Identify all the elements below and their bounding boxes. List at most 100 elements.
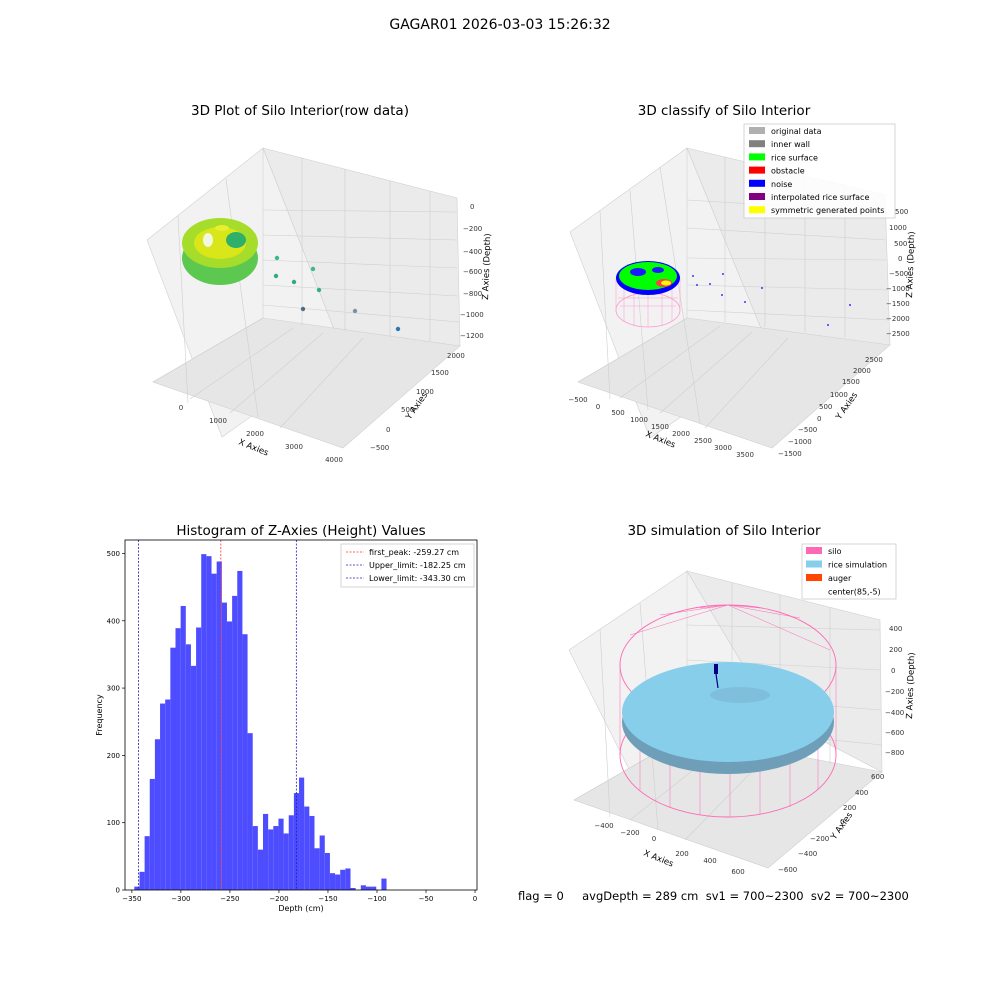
p2-ztick: −1500 [886, 300, 910, 308]
p1-ytick: 2000 [447, 352, 465, 360]
legend-label: symmetric generated points [771, 206, 884, 215]
p2-ztick: −2500 [886, 330, 910, 338]
histogram-bar [278, 818, 284, 890]
histogram-bar [319, 835, 325, 890]
histogram-ytick-label: 200 [107, 752, 120, 760]
panel1-gridlines [152, 148, 460, 429]
panel4-rice-simulation [622, 662, 834, 774]
histogram-bar [221, 602, 227, 890]
histogram-bar [314, 848, 320, 890]
p1-ytick: 500 [401, 406, 414, 414]
histogram-bar [268, 829, 274, 890]
histogram-ylabel: Frequency [95, 694, 104, 736]
panel3-histogram: −350 −300 −250 −200 −150 −100 −50 0 0 100 200 300 4… [95, 539, 478, 913]
histogram-reference-lines [138, 540, 297, 890]
p2-ztick: 500 [895, 208, 908, 216]
p2-ytick: −1500 [778, 450, 802, 458]
histogram-ytick-label: 0 [116, 887, 120, 895]
histogram-xtick-label: −100 [367, 895, 386, 903]
histogram-bar [165, 699, 171, 890]
p1-xtick: 2000 [246, 430, 264, 438]
histogram-xtick-label: 0 [473, 895, 477, 903]
hist-legend-box [340, 543, 475, 588]
p1-ztick: −600 [463, 268, 482, 276]
p2-ztick: −500 [889, 270, 908, 278]
p1-zlabel: Z Axies (Depth) [481, 233, 493, 300]
panel4-legend: silo rice simulation auger center(85,-5) [801, 543, 897, 600]
p2-xtick: 1000 [630, 416, 648, 424]
histogram-bar [252, 826, 258, 890]
p1-ytick: 1500 [431, 369, 449, 377]
p2-xtick: 3500 [736, 451, 754, 459]
p2-xtick: 3000 [714, 444, 732, 452]
p1-xtick: 3000 [285, 443, 303, 451]
histogram-bar [232, 595, 238, 890]
legend-label: noise [771, 180, 792, 189]
histogram-bar [381, 878, 387, 890]
p4-xtick: −400 [594, 822, 613, 830]
histogram-bar [196, 627, 202, 890]
histogram-bar [324, 852, 330, 890]
p1-point [273, 273, 279, 279]
p2-legend-box [743, 123, 896, 219]
figure-title: GAGAR01 2026-03-03 15:26:32 [389, 17, 611, 33]
histogram-ytick-label: 400 [107, 617, 120, 625]
histogram-bar [365, 886, 372, 890]
histogram-bar [263, 813, 269, 890]
p1-point [395, 326, 401, 332]
p2-noise-point [692, 275, 694, 277]
histogram-y-ticks: 0 100 200 300 400 500 [107, 550, 125, 895]
p2-ztick: −1000 [886, 285, 910, 293]
histogram-bar [226, 621, 233, 890]
legend-label: rice simulation [828, 561, 887, 570]
p4-ytick: −400 [798, 850, 817, 858]
p1-point [316, 287, 322, 293]
p4-ztick: −600 [885, 729, 904, 737]
histogram-bar [170, 647, 176, 890]
p4-ytick: 400 [855, 789, 868, 797]
histogram-bar [134, 886, 140, 890]
histogram-bar [335, 874, 341, 890]
p2-ytick: −500 [798, 426, 817, 434]
p4-ztick: 200 [889, 646, 902, 654]
panel4-tick-labels: −400 −200 0 200 400 600 −600 −400 −200 0… [594, 625, 904, 876]
p2-noise-point [721, 294, 723, 296]
p2-ztick: 0 [898, 255, 902, 263]
legend-swatch [749, 153, 765, 161]
histogram-xtick-label: −350 [122, 895, 141, 903]
panel1-rice-surface [182, 218, 258, 285]
histogram-bar [139, 871, 145, 890]
p4-ytick: 0 [840, 818, 844, 826]
p2-noise-point [849, 304, 851, 306]
histogram-bar [206, 556, 212, 890]
legend-swatch [806, 547, 822, 554]
histogram-ytick-label: 300 [107, 685, 120, 693]
panel2-classified-surface [616, 261, 680, 295]
panel4-auger [714, 664, 719, 689]
p2-noise-point [761, 287, 763, 289]
p2-ytick: 1000 [830, 391, 848, 399]
legend-swatch [749, 127, 765, 134]
hist-legend-label: first_peak: -259.27 cm [369, 548, 459, 557]
legend-swatch [749, 206, 765, 214]
histogram-bar [149, 778, 155, 890]
p2-xtick: 0 [596, 403, 600, 411]
p2-ytick: 2000 [853, 367, 871, 375]
p1-point [352, 308, 358, 314]
histogram-axes-frame [124, 539, 478, 891]
histogram-bar [160, 703, 166, 890]
panel2-noise-points [692, 273, 851, 326]
histogram-bar [247, 733, 253, 890]
histogram-bar [350, 887, 356, 890]
histogram-xlabel: Depth (cm) [278, 904, 323, 913]
histogram-bar [273, 826, 279, 890]
p2-ytick: 500 [819, 403, 832, 411]
p2-noise-point [722, 273, 724, 275]
legend-label: obstacle [771, 167, 805, 176]
histogram-bar [180, 605, 186, 890]
p1-xtick: 0 [179, 404, 183, 412]
p2-ztick: 500 [894, 240, 907, 248]
p1-point [291, 279, 297, 285]
legend-label: rice surface [771, 153, 818, 162]
panel1-scatter-points [273, 255, 401, 332]
